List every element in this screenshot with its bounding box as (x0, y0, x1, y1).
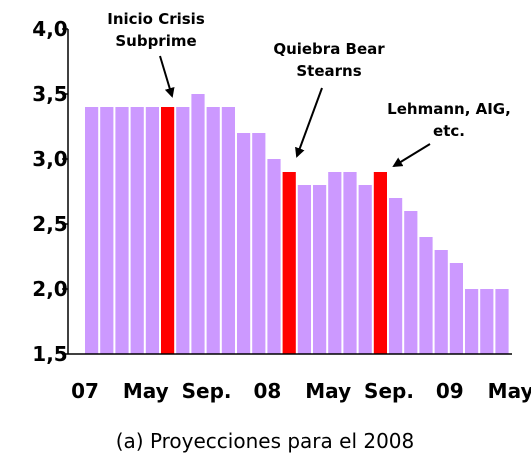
x-tick-label: 09 (436, 379, 464, 403)
x-tick-label: May (123, 379, 169, 403)
annotation: Quiebra Bear (273, 40, 385, 58)
y-tick-label: 1,5 (32, 342, 67, 366)
bar (419, 237, 433, 354)
y-tick-label: 3,0 (32, 147, 67, 171)
bar (176, 107, 190, 354)
x-tick-label: May (488, 379, 531, 403)
bar (191, 94, 205, 354)
bar (85, 107, 99, 354)
bar (252, 133, 266, 354)
y-tick-label: 4,0 (32, 17, 67, 41)
caption: (a) Proyecciones para el 2008 (116, 429, 415, 453)
x-tick-label: May (305, 379, 351, 403)
annotation: etc. (433, 122, 465, 140)
bar (358, 185, 372, 354)
bar (465, 289, 479, 354)
bar (328, 172, 342, 354)
bar (100, 107, 114, 354)
bar (373, 172, 387, 354)
annotation: Lehmann, AIG, (387, 100, 511, 118)
x-tick-label: 08 (253, 379, 281, 403)
bar (389, 198, 403, 354)
bar (449, 263, 463, 354)
bar (434, 250, 448, 354)
y-tick-label: 3,5 (32, 82, 67, 106)
x-tick-label: Sep. (182, 379, 232, 403)
bar (404, 211, 418, 354)
annotation: Stearns (296, 62, 361, 80)
bar (115, 107, 129, 354)
bar (237, 133, 251, 354)
bar (480, 289, 494, 354)
annotation-arrow (159, 55, 175, 98)
bar (282, 172, 296, 354)
bar (161, 107, 175, 354)
bar (130, 107, 144, 354)
bar (343, 172, 357, 354)
y-tick-label: 2,5 (32, 212, 67, 236)
bar (221, 107, 235, 354)
bar (206, 107, 220, 354)
annotation: Subprime (115, 32, 196, 50)
annotation-arrow (392, 143, 431, 168)
bar (145, 107, 159, 354)
bar (495, 289, 509, 354)
bar (313, 185, 327, 354)
x-tick-label: 07 (71, 379, 99, 403)
annotation-arrow (295, 87, 323, 158)
y-tick-label: 2,0 (32, 277, 67, 301)
bar (267, 159, 281, 354)
bar (297, 185, 311, 354)
annotation: Inicio Crisis (107, 10, 205, 28)
plot-area (85, 94, 509, 354)
x-tick-label: Sep. (364, 379, 414, 403)
